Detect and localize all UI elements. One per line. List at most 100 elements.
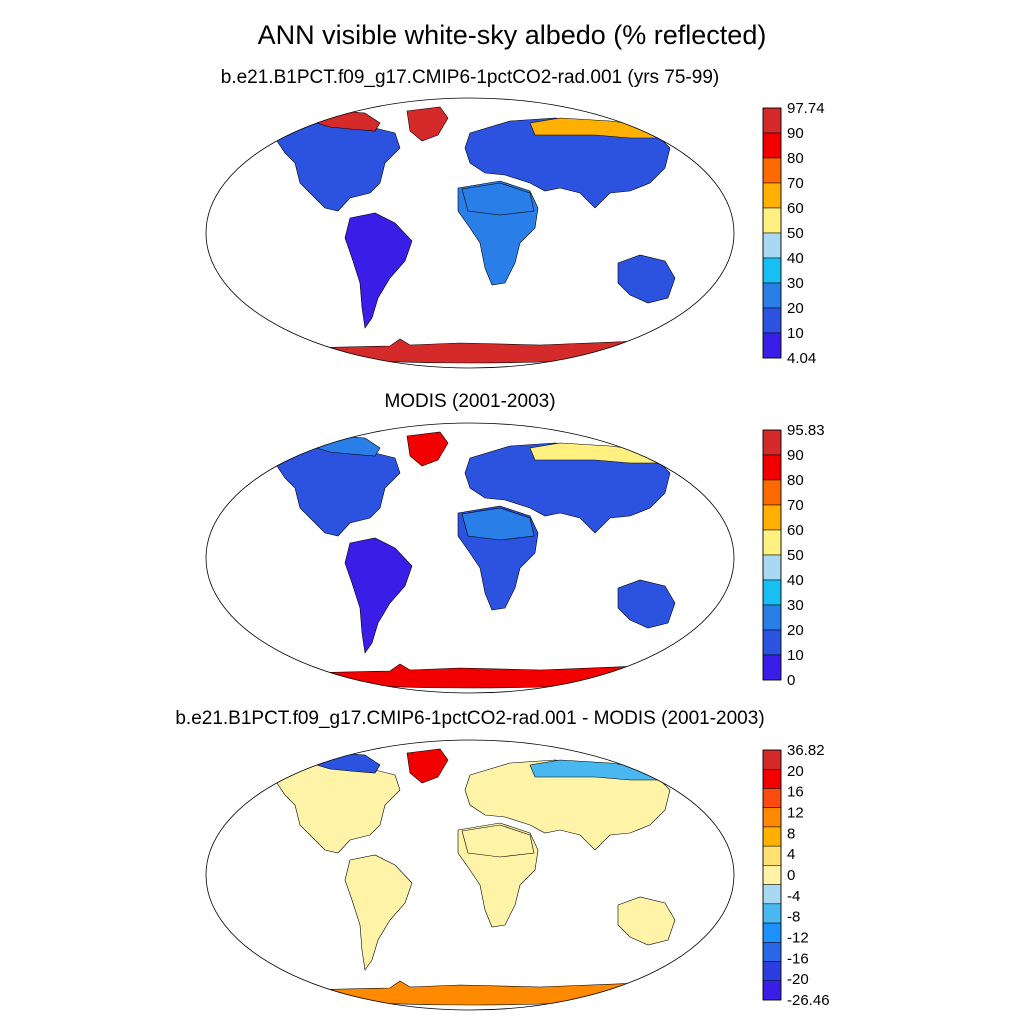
- panel-title-diff: b.e21.B1PCT.f09_g17.CMIP6-1pctCO2-rad.00…: [175, 708, 765, 729]
- colorbar-swatch: [762, 107, 782, 134]
- colorbar-swatch: [762, 768, 782, 789]
- colorbar-label: 95.83: [787, 422, 825, 439]
- colorbar-label: 70: [787, 175, 804, 192]
- land-regions: [269, 748, 676, 1006]
- colorbar-label: 10: [787, 647, 804, 664]
- colorbar-label: 80: [787, 472, 804, 489]
- colorbar-label: -26.46: [787, 992, 830, 1009]
- colorbar-label: 60: [787, 522, 804, 539]
- colorbar-label: 50: [787, 225, 804, 242]
- colorbar-obs: 95.83 90 80 70 60 50 40 30 20 10 0: [762, 422, 825, 689]
- colorbar-label: 16: [787, 784, 804, 801]
- colorbar-swatch: [762, 207, 782, 234]
- colorbar-label: 20: [787, 763, 804, 780]
- colorbar-label: -8: [787, 909, 800, 926]
- colorbar-swatch: [762, 554, 782, 581]
- colorbar-label: 0: [787, 672, 795, 689]
- colorbar-label: 0: [787, 867, 795, 884]
- colorbar-swatch: [762, 504, 782, 531]
- region-sahara: [461, 182, 535, 216]
- colorbar-label: 60: [787, 200, 804, 217]
- region-sahara: [461, 507, 535, 541]
- colorbar-label: -20: [787, 971, 809, 988]
- region-greenland: [406, 748, 449, 784]
- colorbar-label: 12: [787, 805, 804, 822]
- colorbar-swatch: [762, 332, 782, 359]
- region-siberia-north: [529, 759, 661, 781]
- colorbar-swatch: [762, 579, 782, 606]
- colorbar-swatch: [762, 865, 782, 885]
- panel-title-model: b.e21.B1PCT.f09_g17.CMIP6-1pctCO2-rad.00…: [220, 67, 720, 88]
- colorbar-swatch: [762, 454, 782, 481]
- colorbar-swatch: [762, 903, 782, 924]
- map-diff: [205, 739, 735, 1011]
- colorbar-label: -16: [787, 950, 809, 967]
- colorbar-label: -4: [787, 888, 800, 905]
- colorbar-label: 70: [787, 497, 804, 514]
- map-outline: [205, 739, 735, 1011]
- colorbar-swatch: [762, 307, 782, 334]
- region-australia: [617, 896, 676, 946]
- map-model: [205, 97, 735, 369]
- colorbar-swatch: [762, 479, 782, 506]
- colorbar-swatch: [762, 182, 782, 209]
- colorbar-label: 4.04: [787, 350, 816, 367]
- colorbar-swatch: [762, 629, 782, 656]
- colorbar-label: 97.74: [787, 100, 825, 117]
- colorbar-swatch: [762, 749, 782, 770]
- map-outline: [205, 97, 735, 369]
- land-regions: [269, 431, 676, 689]
- colorbar-swatch: [762, 654, 782, 681]
- colorbar-label: 30: [787, 597, 804, 614]
- colorbar-swatch: [762, 942, 782, 962]
- region-south-america: [344, 854, 413, 971]
- region-australia: [617, 254, 676, 304]
- colorbar-model: 97.74 90 80 70 60 50 40 30 20 10 4.04: [762, 100, 825, 367]
- map-obs: [205, 422, 735, 694]
- colorbar-label: 50: [787, 547, 804, 564]
- colorbar-swatch: [762, 282, 782, 309]
- colorbar-swatch: [762, 961, 782, 982]
- colorbar-swatch: [762, 257, 782, 284]
- colorbar-swatch: [762, 232, 782, 259]
- colorbar-label: 40: [787, 250, 804, 267]
- colorbar-swatch: [762, 922, 782, 943]
- region-australia: [617, 579, 676, 629]
- colorbar-swatch: [762, 529, 782, 556]
- land-regions: [269, 106, 676, 364]
- region-south-america: [344, 212, 413, 329]
- colorbar-outline: [762, 107, 782, 359]
- map-outline: [205, 422, 735, 694]
- colorbar-label: 90: [787, 447, 804, 464]
- colorbar-label: 40: [787, 572, 804, 589]
- colorbar-label: 8: [787, 825, 795, 842]
- colorbar-outline: [762, 749, 782, 1001]
- region-south-america: [344, 537, 413, 654]
- region-siberia-north: [529, 442, 661, 464]
- colorbar-label: 30: [787, 275, 804, 292]
- colorbar-swatch: [762, 429, 782, 456]
- figure-title: ANN visible white-sky albedo (% reflecte…: [257, 20, 767, 50]
- colorbar-label: 36.82: [787, 742, 825, 759]
- colorbar-swatch: [762, 884, 782, 905]
- colorbar-swatch: [762, 157, 782, 184]
- colorbar-swatch: [762, 807, 782, 828]
- colorbar-label: 10: [787, 325, 804, 342]
- colorbar-swatch: [762, 788, 782, 808]
- colorbar-label: 90: [787, 125, 804, 142]
- colorbar-swatch: [762, 826, 782, 847]
- colorbar-label: 80: [787, 150, 804, 167]
- colorbar-swatch: [762, 132, 782, 159]
- region-sahara: [461, 824, 535, 858]
- colorbar-swatch: [762, 604, 782, 631]
- colorbar-label: 4: [787, 846, 795, 863]
- colorbar-outline: [762, 429, 782, 681]
- region-greenland: [406, 106, 449, 142]
- region-siberia-north: [529, 117, 661, 139]
- panel-title-obs: MODIS (2001-2003): [384, 391, 556, 412]
- colorbar-label: -12: [787, 930, 809, 947]
- colorbar-label: 20: [787, 622, 804, 639]
- colorbar-diff: 36.82 20 16 12 8 4 0 -4 -8 -12 -16 -20 -26.46: [762, 742, 830, 1009]
- colorbar-swatch: [762, 845, 782, 866]
- region-greenland: [406, 431, 449, 467]
